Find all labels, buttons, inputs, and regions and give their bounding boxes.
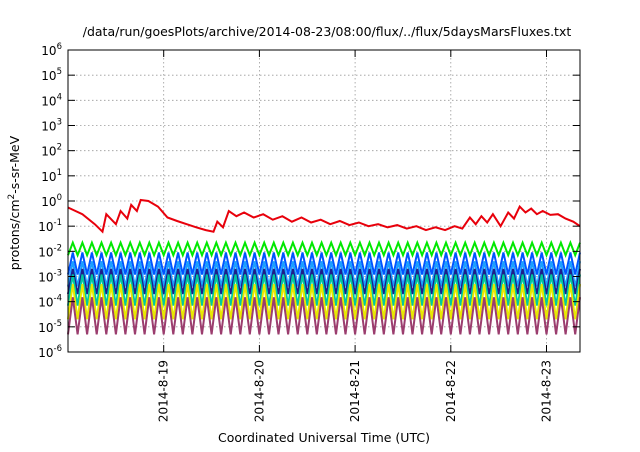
x-tick-label: 2014-8-19: [157, 360, 171, 422]
y-tick-label: 10-6: [38, 344, 62, 360]
y-tick-label: 105: [41, 67, 62, 83]
x-tick-label: 2014-8-21: [348, 360, 362, 422]
x-tick-label: 2014-8-23: [540, 360, 554, 422]
y-tick-label: 10-1: [38, 218, 62, 234]
y-tick-label: 103: [41, 118, 62, 134]
y-tick-label: 10-4: [38, 294, 62, 310]
plot-frame: [67, 49, 581, 353]
series-line-6: [67, 274, 581, 306]
y-tick-label: 10-5: [38, 319, 62, 335]
y-tick-label: 104: [41, 92, 62, 108]
y-tick-labels: 10-6 10-5 10-4 10-3 10-2 10-1 100 101 102 103 104 1…: [38, 42, 62, 360]
series-group: [67, 198, 581, 335]
y-tick-label: 100: [41, 193, 62, 209]
x-tick-labels: 2014-8-19 2014-8-20 2014-8-21 2014-8-22 2014…: [157, 360, 554, 422]
series-line-4: [67, 261, 581, 287]
series-line-7: [67, 283, 581, 320]
chart-title: /data/run/goesPlots/archive/2014-08-23/0…: [83, 24, 572, 39]
y-tick-label: 106: [41, 42, 62, 58]
series-line-5: [67, 268, 581, 295]
y-axis-label: protons/cm2-s-sr-MeV: [7, 135, 22, 270]
x-axis-label: Coordinated Universal Time (UTC): [218, 430, 430, 445]
y-tick-label: 10-3: [38, 269, 62, 285]
series-line-2: [67, 239, 581, 259]
y-tick-label: 102: [41, 143, 62, 159]
x-tick-label: 2014-8-20: [252, 360, 266, 422]
y-tick-label: 10-2: [38, 243, 62, 259]
y-tick-label: 101: [41, 168, 62, 184]
series-line-1: [67, 198, 581, 234]
x-tick-label: 2014-8-22: [444, 360, 458, 422]
series-line-8: [67, 297, 581, 335]
axes: [67, 49, 581, 353]
series-line-3: [67, 252, 581, 275]
